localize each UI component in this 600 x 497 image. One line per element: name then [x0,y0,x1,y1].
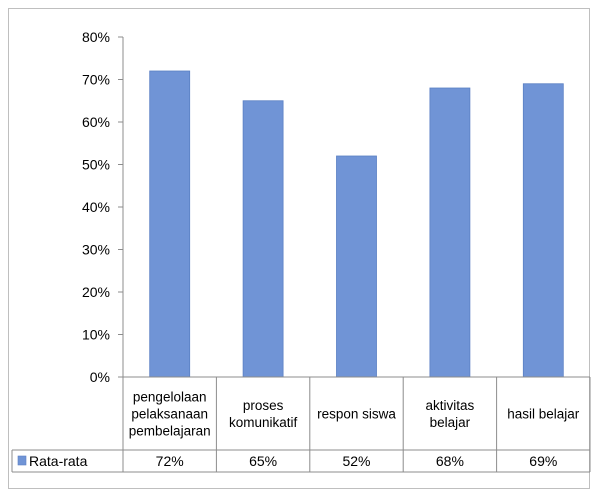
chart-frame [8,8,590,489]
x-category-label: aktivitas [426,398,475,413]
data-label: 68% [436,453,464,469]
legend-swatch [17,455,27,466]
y-tick-label: 60% [82,114,110,130]
legend-series-name: Rata-rata [29,453,88,469]
x-category-label: pelaksanaan [131,407,208,422]
x-category-label: pembelajaran [129,424,211,439]
x-category-label: proses [243,398,284,413]
y-tick-label: 10% [82,327,110,343]
data-label: 65% [249,453,277,469]
x-category-label: hasil belajar [507,407,580,422]
y-tick-label: 80% [82,29,110,45]
y-tick-label: 50% [82,157,110,173]
data-label: 72% [156,453,184,469]
data-label: 52% [342,453,370,469]
bar [336,155,377,378]
y-tick-label: 40% [82,199,110,215]
x-category-label: komunikatif [229,415,298,430]
bar [149,70,191,378]
y-tick-label: 0% [90,369,110,385]
x-category-label: belajar [430,415,471,430]
data-label: 69% [529,453,557,469]
y-tick-label: 20% [82,284,110,300]
bar [242,100,284,378]
y-tick-label: 70% [82,72,110,88]
bar [429,87,471,378]
x-category-label: respon siswa [317,407,396,422]
y-tick-label: 30% [82,242,110,258]
x-category-label: pengelolaan [133,390,207,405]
bar [522,83,564,378]
